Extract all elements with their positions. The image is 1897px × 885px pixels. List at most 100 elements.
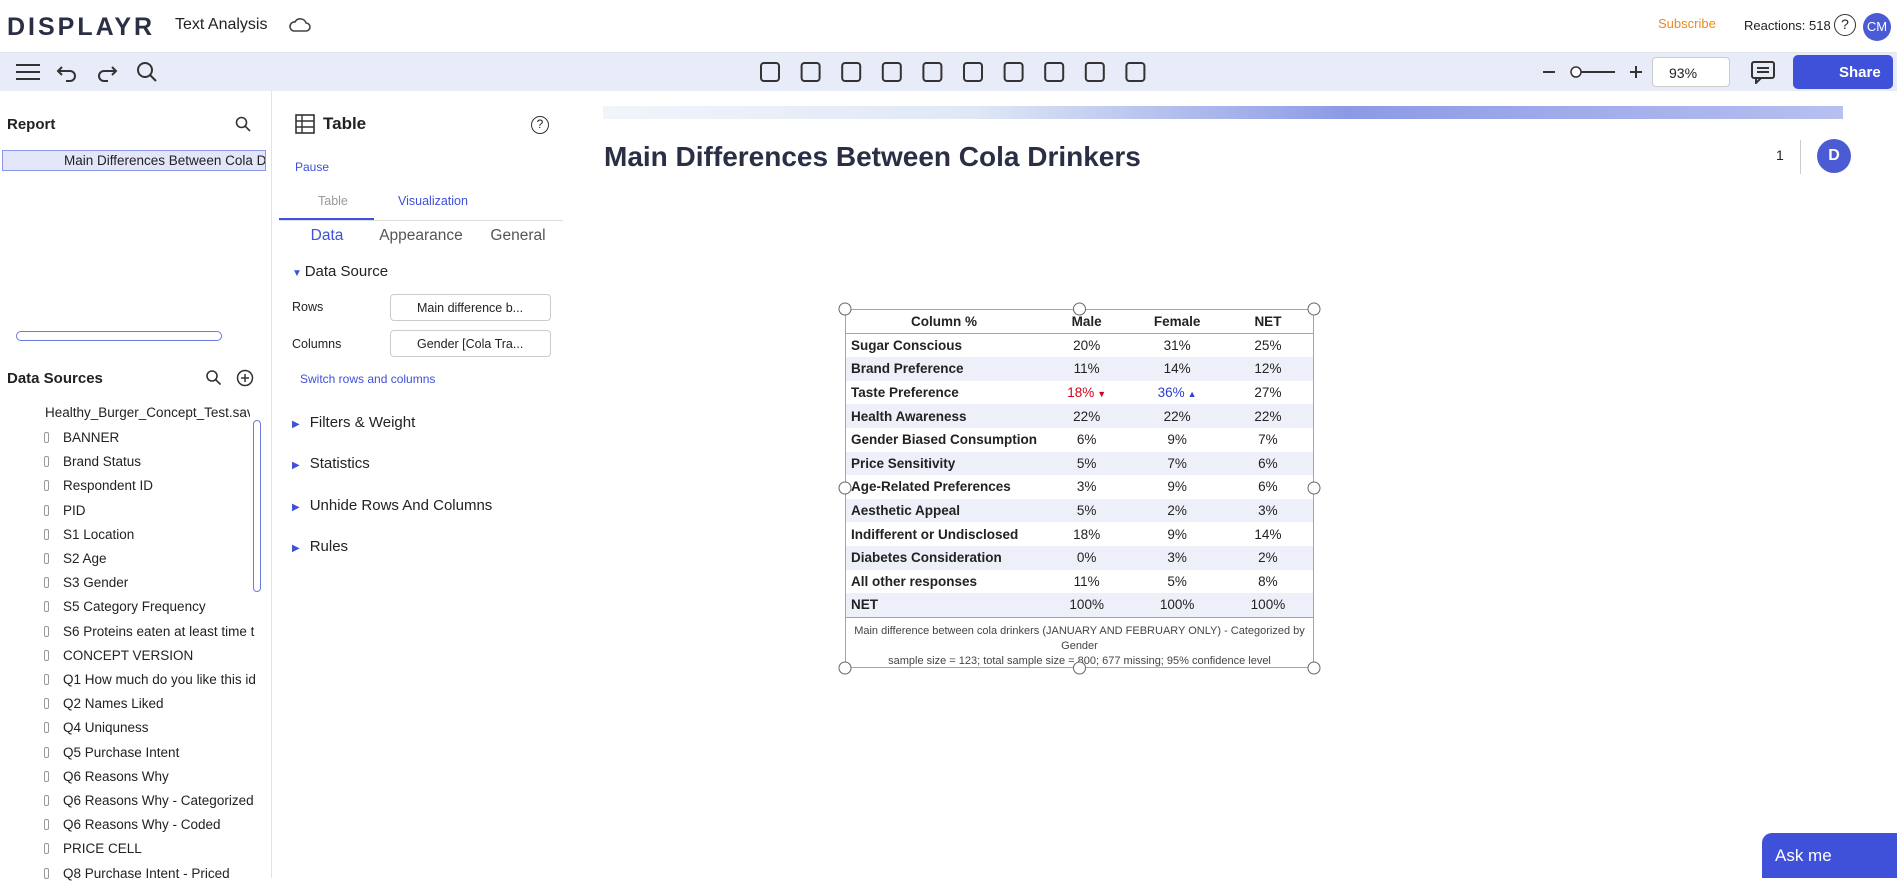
resize-handle[interactable]: [838, 302, 852, 316]
cell-text: 14%: [1254, 526, 1282, 542]
data-source-actions[interactable]: [205, 369, 255, 387]
table-row: Gender Biased Consumption 6% 9% 7%: [846, 428, 1313, 452]
row-label: Aesthetic Appeal: [846, 499, 1042, 523]
resize-handle[interactable]: [1073, 661, 1086, 675]
cell-text: Sugar Conscious: [851, 338, 963, 354]
variable-icon: [44, 674, 49, 685]
crosstab: Column % Male Female NET Sugar Conscious 20% 3…: [846, 310, 1313, 617]
columns-dropdown[interactable]: Gender [Cola Tra...: [390, 330, 551, 357]
property-tab[interactable]: Data: [310, 227, 344, 244]
ask-me-button[interactable]: Ask me: [1762, 833, 1897, 878]
variable-item[interactable]: BANNER: [0, 427, 255, 449]
report-title: Report: [7, 116, 56, 133]
resize-handle[interactable]: [1307, 481, 1321, 495]
rows-dropdown[interactable]: Main difference b...: [390, 294, 551, 321]
tool-icon[interactable]: [1125, 62, 1146, 82]
expand-arrow: ▶: [292, 502, 300, 513]
collapsed-section[interactable]: ▶ Statistics: [292, 455, 370, 472]
view-tab[interactable]: Visualization: [398, 194, 468, 208]
cell-text: 27%: [1254, 385, 1282, 401]
tool-icon[interactable]: [841, 62, 862, 82]
variable-item[interactable]: Q5 Purchase Intent: [0, 742, 255, 764]
cell-value: 8%: [1223, 570, 1313, 594]
document-name[interactable]: Text Analysis: [175, 16, 268, 33]
table-output[interactable]: Column % Male Female NET Sugar Conscious 20% 3…: [845, 309, 1314, 668]
resize-handle[interactable]: [1307, 661, 1321, 675]
variable-scrollbar[interactable]: [253, 420, 261, 592]
variable-item[interactable]: S2 Age: [0, 548, 255, 570]
expand-arrow: ▶: [292, 460, 300, 471]
cell-text: 11%: [1073, 573, 1100, 589]
left-panel: [0, 91, 272, 878]
variable-item[interactable]: CONCEPT VERSION: [0, 645, 255, 667]
tool-icon[interactable]: [760, 62, 780, 82]
variable-item[interactable]: Q8 Purchase Intent - Priced: [0, 863, 255, 885]
resize-handle[interactable]: [838, 661, 852, 675]
row-label: Gender Biased Consumption: [846, 428, 1042, 452]
section-header[interactable]: ▼ Data Source: [292, 263, 389, 280]
property-tab[interactable]: Appearance: [379, 227, 463, 244]
subscribe-link[interactable]: Subscribe: [1658, 16, 1716, 31]
tool-icon[interactable]: [922, 62, 943, 82]
view-tab[interactable]: Table: [318, 194, 348, 208]
resize-handle[interactable]: [838, 481, 852, 495]
variable-item[interactable]: Q6 Reasons Why - Coded: [0, 814, 255, 836]
tool-icon[interactable]: [963, 62, 983, 82]
cell-text: 3%: [1258, 503, 1278, 519]
variable-item[interactable]: Q1 How much do you like this ide: [0, 669, 255, 691]
property-tab[interactable]: General: [490, 227, 546, 244]
tool-icon[interactable]: [1084, 62, 1105, 82]
variable-item[interactable]: S1 Location: [0, 524, 255, 546]
help-button[interactable]: ?: [1834, 14, 1856, 36]
tool-icon[interactable]: [881, 62, 902, 82]
variable-item[interactable]: Brand Status: [0, 451, 255, 473]
tool-icon[interactable]: [1044, 62, 1065, 82]
cell-text: 100%: [1069, 597, 1104, 613]
collapsed-section[interactable]: ▶ Filters & Weight: [292, 414, 415, 431]
cell-text: 22%: [1163, 408, 1191, 424]
page-title: Main Differences Between Cola Drinkers: [604, 141, 1141, 172]
tool-icon[interactable]: [800, 62, 821, 82]
variable-item[interactable]: Q6 Reasons Why: [0, 766, 255, 788]
resize-handle[interactable]: [1307, 302, 1321, 316]
variable-item[interactable]: PID: [0, 500, 255, 522]
variable-item[interactable]: S3 Gender: [0, 572, 255, 594]
variable-name: S3 Gender: [63, 575, 129, 591]
comments-button[interactable]: [1750, 60, 1776, 84]
cell-value: 6%: [1042, 428, 1131, 452]
collapsed-section[interactable]: ▶ Rules: [292, 538, 348, 555]
variable-item[interactable]: Q4 Uniquness: [0, 717, 255, 739]
resize-handle[interactable]: [1073, 302, 1086, 316]
zoom-select[interactable]: 93%: [1652, 57, 1730, 87]
variable-item[interactable]: S6 Proteins eaten at least time to: [0, 621, 255, 643]
cell-text: Indifferent or Undisclosed: [851, 526, 1019, 542]
tool-icon[interactable]: [1003, 62, 1024, 82]
columns-label: Columns: [292, 337, 342, 351]
logo[interactable]: DISPLAYR: [7, 13, 156, 41]
cell-value: 2%: [1131, 499, 1223, 523]
row-label: Price Sensitivity: [846, 452, 1042, 476]
pause-link[interactable]: Pause: [295, 160, 330, 174]
scrollbar[interactable]: [16, 331, 222, 341]
variable-item[interactable]: Respondent ID: [0, 475, 255, 497]
cell-text: 2%: [1258, 550, 1278, 566]
row-label: Brand Preference: [846, 357, 1042, 381]
share-button[interactable]: Share: [1793, 55, 1893, 89]
avatar[interactable]: CM: [1863, 13, 1891, 41]
section-title: Rules: [309, 538, 349, 555]
properties-help[interactable]: ?: [531, 116, 549, 134]
variable-item[interactable]: PRICE CELL: [0, 838, 255, 860]
variable-name: Q6 Reasons Why - Coded: [63, 817, 221, 833]
data-file[interactable]: Healthy_Burger_Concept_Test.sav: [45, 405, 250, 420]
variable-item[interactable]: S5 Category Frequency: [0, 596, 255, 618]
tab-rule: [279, 220, 563, 221]
switch-link[interactable]: Switch rows and columns: [300, 372, 436, 386]
collapsed-section[interactable]: ▶ Unhide Rows And Columns: [292, 497, 492, 514]
footnote: Main difference between cola drinkers (J…: [846, 616, 1313, 669]
variable-item[interactable]: Q6 Reasons Why - Categorized: [0, 790, 255, 812]
cell-text: 12%: [1254, 361, 1282, 377]
cell-text: Aesthetic Appeal: [851, 503, 961, 519]
variable-item[interactable]: Q2 Names Liked: [0, 693, 255, 715]
search-report[interactable]: [235, 116, 251, 132]
page-item[interactable]: Main Differences Between Cola Drinkers: [2, 150, 266, 171]
